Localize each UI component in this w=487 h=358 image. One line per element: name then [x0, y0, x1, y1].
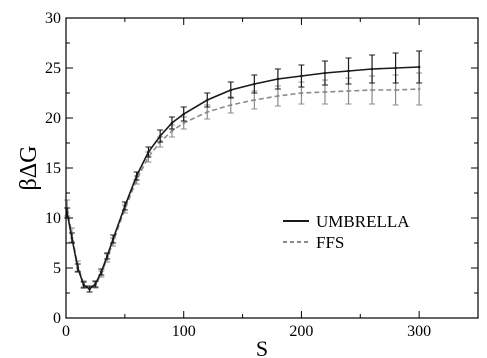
- data-point: [158, 134, 162, 138]
- data-point: [394, 66, 397, 70]
- data-point: [205, 98, 209, 102]
- legend-label-umbrella: UMBRELLA: [316, 212, 410, 231]
- data-point: [170, 129, 174, 133]
- data-point: [323, 71, 327, 75]
- data-point: [135, 174, 138, 178]
- data-point: [70, 236, 74, 240]
- data-point: [111, 237, 115, 241]
- data-point: [347, 89, 350, 93]
- data-point: [417, 65, 421, 69]
- tick-labels: 0 100 200 300 0 5 10 15 20 25 30: [45, 10, 431, 340]
- data-point: [394, 88, 397, 92]
- data-point: [323, 90, 327, 94]
- y-tick-label: 30: [45, 10, 61, 27]
- data-point: [253, 82, 256, 86]
- data-point: [205, 110, 209, 114]
- data-point: [253, 98, 256, 102]
- data-point: [276, 77, 280, 81]
- plot-frame: [65, 17, 479, 319]
- legend: UMBRELLA FFS: [283, 212, 410, 252]
- y-axis-title: βΔG: [16, 146, 42, 191]
- data-point: [100, 270, 103, 274]
- data-point: [82, 283, 85, 287]
- series-line: [66, 88, 420, 291]
- series-line: [66, 66, 420, 291]
- data-point: [417, 87, 421, 91]
- data-point: [123, 204, 127, 208]
- data-point: [182, 112, 186, 116]
- y-tick-label: 20: [45, 110, 61, 127]
- data-point: [229, 88, 233, 92]
- data-point: [88, 287, 91, 291]
- data-point: [300, 74, 303, 78]
- series-umbrella: [64, 50, 423, 293]
- x-axis-title: S: [256, 336, 268, 358]
- data-point: [147, 150, 150, 154]
- data-point: [229, 103, 233, 107]
- data-point: [105, 254, 109, 258]
- y-tick-label: 15: [45, 160, 61, 177]
- data-point: [76, 266, 80, 270]
- data-point: [300, 91, 303, 95]
- data-point: [347, 69, 350, 73]
- data-point: [370, 88, 374, 92]
- axes: [65, 17, 479, 319]
- data-point: [170, 121, 174, 125]
- y-tick-label: 10: [45, 210, 61, 227]
- data-point: [370, 67, 374, 71]
- x-tick-label: 0: [62, 323, 70, 340]
- y-tick-label: 25: [45, 60, 61, 77]
- x-tick-label: 300: [407, 323, 431, 340]
- legend-label-ffs: FFS: [316, 233, 344, 252]
- x-tick-label: 100: [172, 323, 196, 340]
- data-point: [182, 121, 186, 125]
- y-tick-label: 0: [53, 310, 61, 327]
- y-tick-label: 5: [53, 260, 61, 277]
- x-tick-label: 200: [289, 323, 313, 340]
- plot-area: [64, 50, 423, 293]
- data-point: [276, 94, 280, 98]
- data-point: [94, 282, 97, 286]
- series-ffs: [64, 72, 423, 293]
